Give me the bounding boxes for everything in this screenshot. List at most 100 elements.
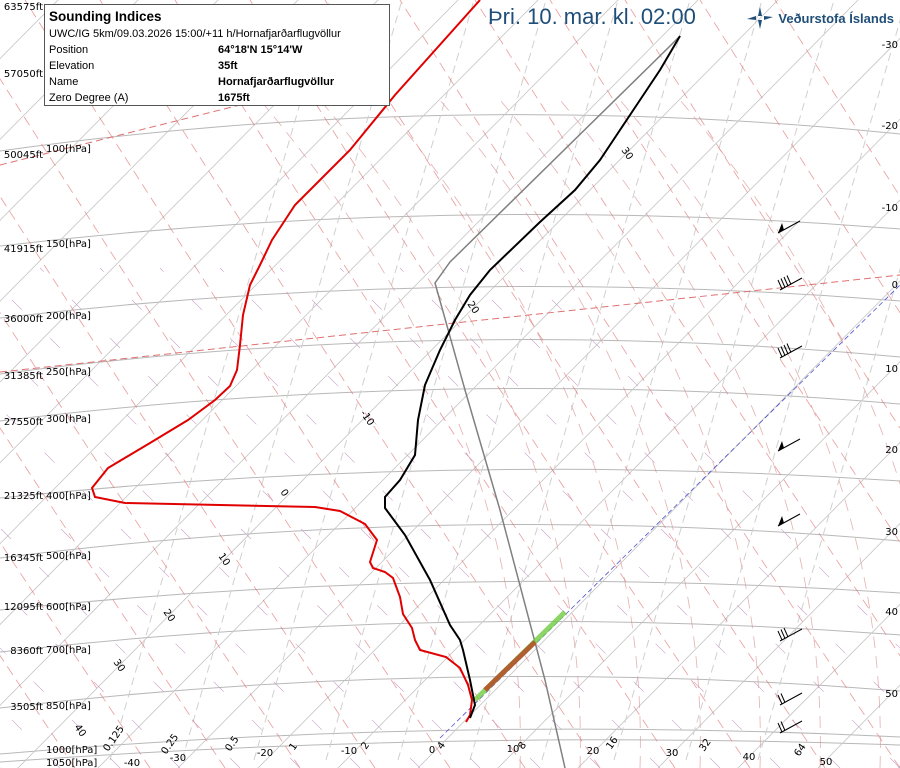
pressure-label: 1000[hPa] xyxy=(46,745,97,756)
wind-barb-shaft xyxy=(779,628,803,642)
saturation-guide-line xyxy=(279,267,781,768)
info-label: Position xyxy=(49,44,89,56)
pressure-label: 500[hPa] xyxy=(46,551,91,562)
moist-adiabat-line xyxy=(439,99,701,768)
mixing-ratio-label: 1 xyxy=(287,741,300,753)
saturation-guide-line xyxy=(339,267,841,768)
brand-logo: Veðurstofa Íslands xyxy=(746,6,894,30)
isobar-line xyxy=(0,387,900,422)
pressure-label: 1050[hPa] xyxy=(46,758,97,768)
height-label: 50045ft xyxy=(4,150,43,161)
saturation-guide-line xyxy=(0,347,421,768)
info-row-elevation: Elevation 35ft xyxy=(49,58,385,74)
height-label: 31385ft xyxy=(4,371,43,382)
isotherm-label: -30 xyxy=(882,40,898,51)
mixing-ratio-line xyxy=(685,18,900,761)
isotherm-label: 0 xyxy=(892,280,898,291)
info-value: Hornafjarðarflugvöllur xyxy=(218,76,335,88)
wind-barb-feather xyxy=(777,347,783,358)
temperature-curve xyxy=(384,35,681,719)
temperature-axis-label: 50 xyxy=(820,757,833,768)
dry-adiabat-line xyxy=(24,0,526,768)
pressure-label: 850[hPa] xyxy=(46,701,91,712)
height-label: 36000ft xyxy=(4,314,43,325)
logo-icon xyxy=(747,7,774,29)
wind-barb-feather xyxy=(777,722,783,733)
isotherm-label: 20 xyxy=(885,445,898,456)
info-label: Zero Degree (A) xyxy=(49,92,129,104)
wind-barb-shaft xyxy=(779,692,803,706)
wind-barb-flag xyxy=(778,516,784,526)
model-run: UWC/IG 5km/09.03.2026 15:00/+11 h/Hornaf… xyxy=(49,28,341,40)
wind-barb-icon xyxy=(777,275,803,291)
isobar-line xyxy=(0,285,900,319)
saturation-guide-line xyxy=(459,267,900,709)
dry-adiabat-line xyxy=(399,0,900,768)
temperature-axis-label: -30 xyxy=(170,753,186,764)
saturation-guide-line xyxy=(399,267,900,768)
parcel-line xyxy=(434,35,681,768)
wind-barb-icon xyxy=(777,343,803,359)
adiabat-label: 30 xyxy=(619,145,635,162)
pressure-label: 200[hPa] xyxy=(46,311,91,322)
dry-adiabat-line xyxy=(699,0,900,314)
isobar-line xyxy=(0,728,900,755)
isotherm-line xyxy=(0,0,539,545)
mixing-ratio-line xyxy=(181,0,403,761)
isobar-line xyxy=(0,213,900,247)
height-label: 12095ft xyxy=(4,602,43,613)
isotherm-line xyxy=(817,684,900,768)
isobar-line xyxy=(0,675,900,709)
isotherm-line xyxy=(17,0,779,768)
wind-barb-feather xyxy=(786,275,792,285)
isotherm-label: -20 xyxy=(882,121,898,132)
mixing-ratio-label: 32 xyxy=(697,737,713,754)
moist-adiabat-line xyxy=(499,99,761,768)
wind-barb-feather xyxy=(780,693,786,703)
temperature-axis-label: 30 xyxy=(666,748,679,759)
saturation-guide-line xyxy=(0,467,301,768)
isotherm-label: 30 xyxy=(885,527,898,538)
mixing-ratio-line xyxy=(757,267,900,761)
cape-shade-brown xyxy=(483,640,537,692)
wind-barb-icon xyxy=(777,513,801,527)
height-label: 27550ft xyxy=(4,417,43,428)
temperature-axis-label: 20 xyxy=(587,746,600,757)
info-row-zero-degree: Zero Degree (A) 1675ft xyxy=(49,90,385,105)
saturation-guide-line xyxy=(39,267,541,768)
mixing-ratio-label: 16 xyxy=(604,735,620,752)
info-value: 64°18'N 15°14'W xyxy=(218,44,303,56)
pressure-label: 400[hPa] xyxy=(46,491,91,502)
saturation-guide-line xyxy=(0,287,481,768)
dry-adiabat-line xyxy=(549,0,900,544)
dry-adiabat-line xyxy=(624,0,900,429)
isotherm-line xyxy=(0,0,219,221)
isotherm-label: 10 xyxy=(885,364,898,375)
pressure-label: 250[hPa] xyxy=(46,367,91,378)
info-value: 35ft xyxy=(218,60,238,72)
mixing-ratio-label: 0.125 xyxy=(101,724,126,754)
isotherm-line xyxy=(0,0,299,302)
height-label: 57050ft xyxy=(4,69,43,80)
isobar-line xyxy=(0,580,900,611)
wind-barb-icon xyxy=(777,438,801,452)
dry-adiabat-line xyxy=(174,0,676,768)
dry-adiabat-line xyxy=(474,0,900,657)
panel-heading: Sounding Indices xyxy=(49,9,162,24)
mixing-ratio-line xyxy=(325,0,547,761)
temperature-axis-label: 40 xyxy=(743,752,756,763)
isotherm-line xyxy=(657,522,900,768)
isotherm-line xyxy=(97,0,859,768)
pressure-label: 700[hPa] xyxy=(46,645,91,656)
saturation-guide-line xyxy=(99,267,601,768)
pressure-label: 100[hPa] xyxy=(46,144,91,155)
wind-barb-feather xyxy=(780,721,786,731)
mixing-ratio-label: 4 xyxy=(435,740,448,752)
mixing-ratio-line xyxy=(109,0,331,761)
moist-adiabat-line xyxy=(259,99,521,768)
wind-barb-feather xyxy=(783,276,789,287)
sounding-indices-panel: Sounding Indices UWC/IG 5km/09.03.2026 1… xyxy=(44,4,390,106)
dry-adiabat-line xyxy=(249,0,751,768)
pressure-label: 300[hPa] xyxy=(46,414,91,425)
